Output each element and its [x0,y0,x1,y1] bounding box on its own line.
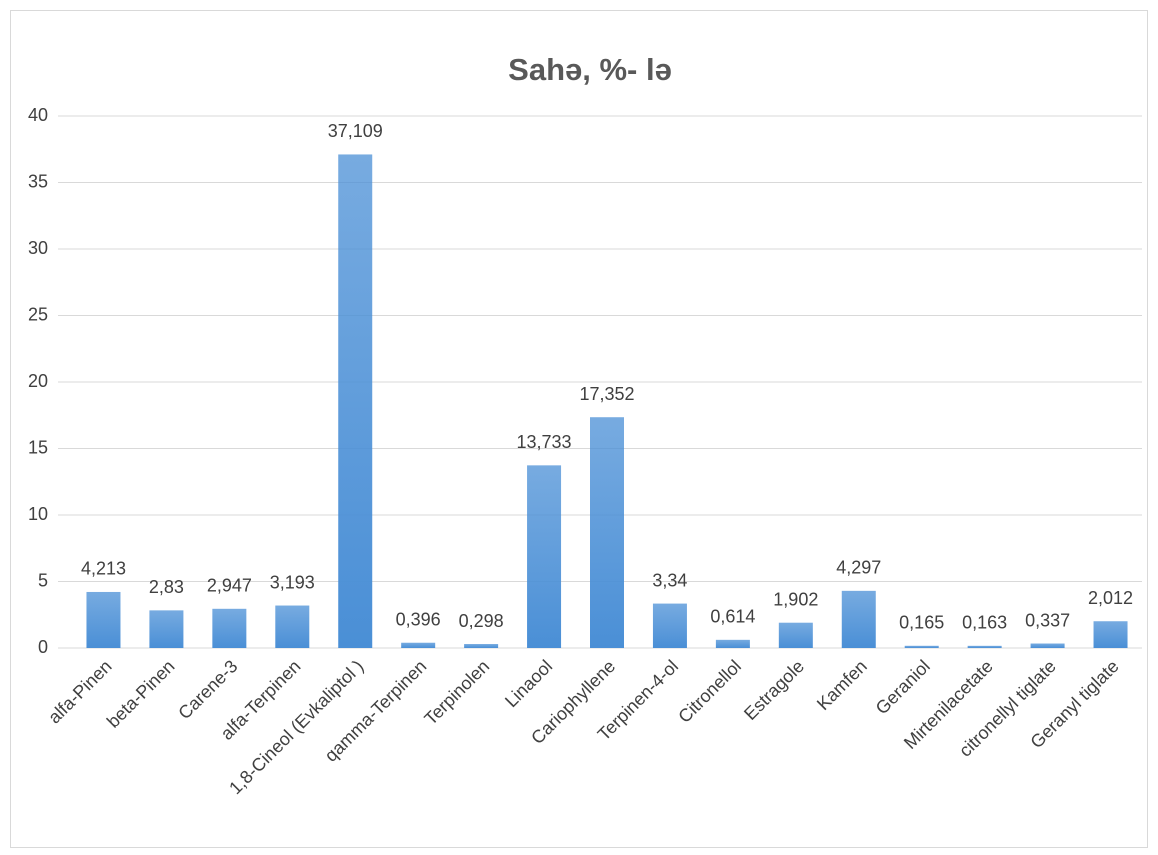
bar [715,639,750,648]
bar [841,590,876,648]
bar [212,608,247,648]
bar [967,645,1002,648]
bar [652,603,687,648]
data-label: 17,352 [579,384,634,404]
data-label: 3,34 [652,570,687,590]
data-label: 37,109 [328,121,383,141]
data-label: 0,614 [710,607,755,627]
data-label: 0,298 [459,611,504,631]
y-tick-label: 20 [28,371,48,391]
data-label: 2,012 [1088,588,1133,608]
data-label: 13,733 [517,432,572,452]
data-label: 2,83 [149,577,184,597]
y-tick-label: 35 [28,171,48,191]
y-tick-label: 15 [28,437,48,457]
data-label: 3,193 [270,572,315,592]
data-label: 4,213 [81,559,126,579]
data-label: 0,396 [396,609,441,629]
bar [338,154,373,648]
chart-border [10,10,1148,848]
y-tick-label: 0 [38,637,48,657]
data-label: 0,163 [962,613,1007,633]
bar [904,645,939,648]
data-label: 2,947 [207,576,252,596]
y-tick-label: 40 [28,105,48,125]
bar [590,417,624,648]
data-label: 0,337 [1025,610,1070,630]
data-label: 1,902 [773,589,818,609]
bar [1030,643,1065,648]
y-tick-label: 5 [38,570,48,590]
bar [86,591,121,648]
chart-title: Sahə, %- lə [508,52,672,87]
bar [149,610,184,648]
y-tick-label: 25 [28,304,48,324]
bar [527,465,562,648]
bar [401,642,436,648]
y-tick-label: 10 [28,504,48,524]
y-tick-label: 30 [28,238,48,258]
bar [464,644,499,648]
bar [778,622,813,648]
data-label: 4,297 [836,558,881,578]
bar [275,605,310,648]
bar [1093,621,1128,648]
data-label: 0,165 [899,613,944,633]
